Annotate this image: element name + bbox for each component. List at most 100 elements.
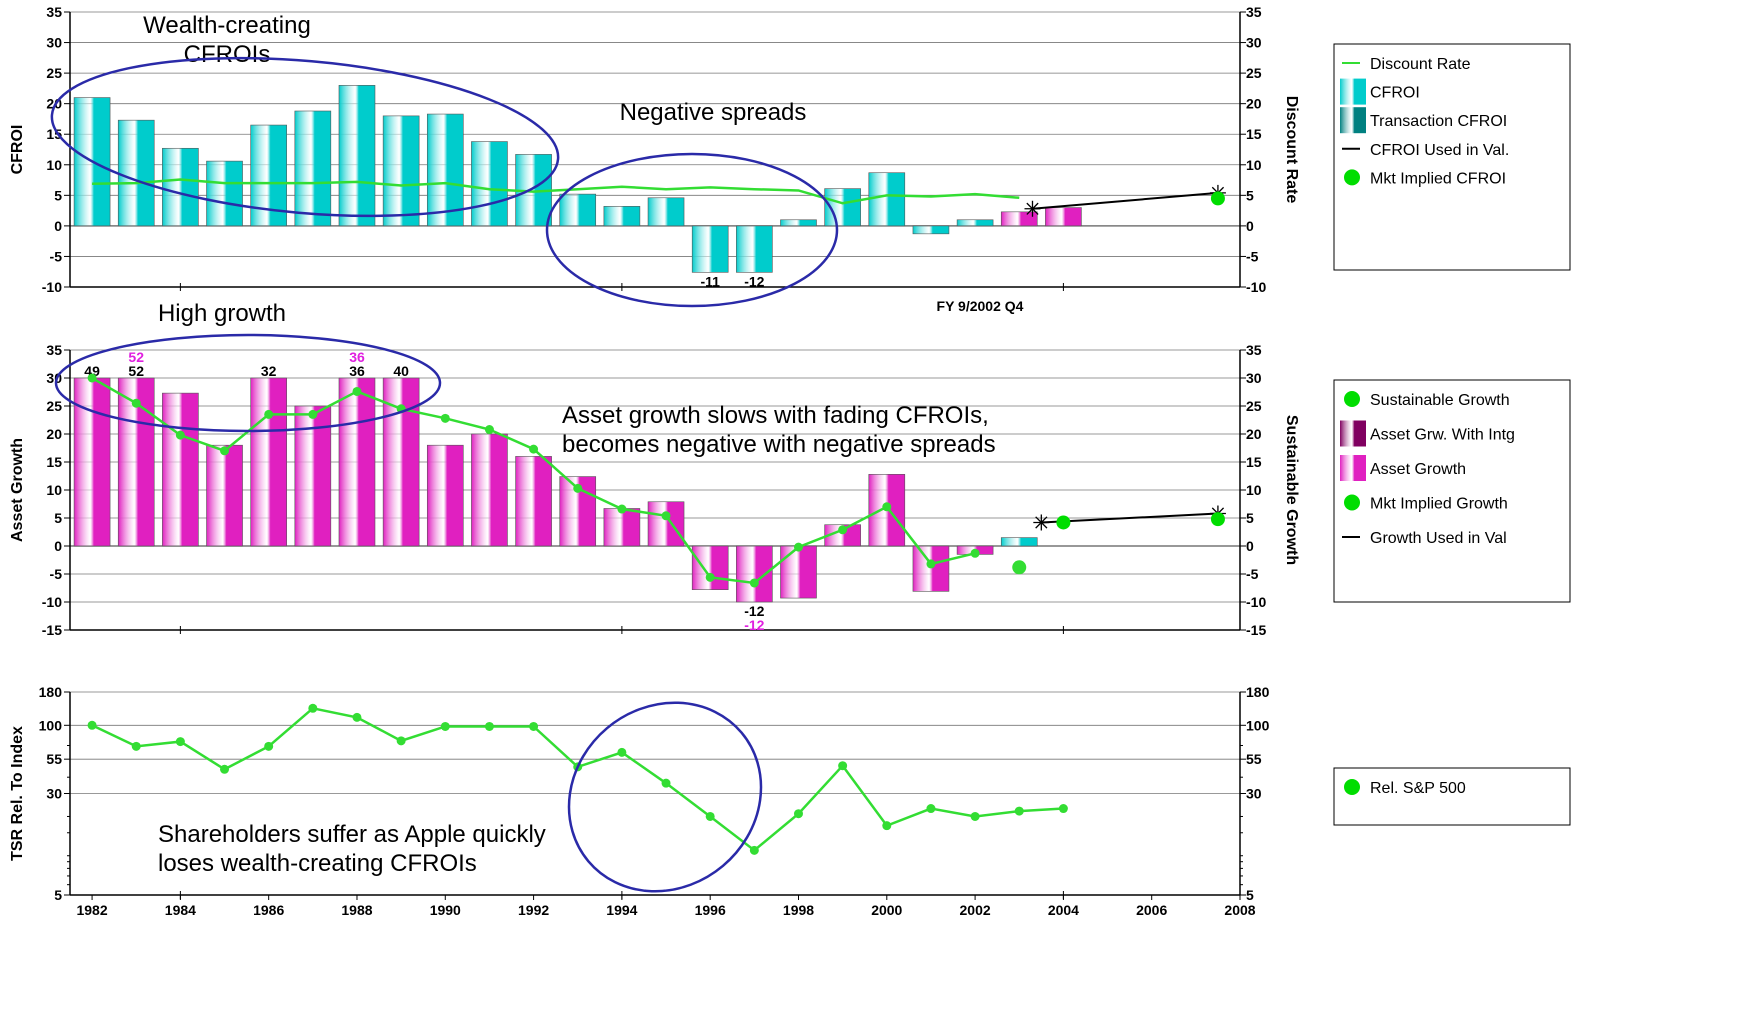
bar	[956, 219, 994, 227]
series-point	[308, 409, 318, 419]
series-point	[396, 736, 406, 746]
bar-data-label: 36	[349, 363, 365, 379]
y-tick-label: 0	[54, 218, 62, 234]
series-point	[661, 778, 671, 788]
y2-tick-label: 30	[1246, 370, 1262, 386]
bar	[206, 444, 243, 547]
series-point	[440, 721, 450, 731]
legend-swatch-bar	[1340, 420, 1366, 447]
series-point	[1210, 512, 1225, 527]
x-tick-label: 1992	[518, 902, 549, 918]
series-point	[131, 741, 141, 751]
bar	[471, 433, 508, 547]
y2-tick-label: 35	[1246, 4, 1262, 20]
x-tick-label: 2008	[1224, 902, 1255, 918]
legend-label: Mkt Implied Growth	[1370, 496, 1508, 513]
annotations: Wealth-creating CFROIs Negative spreads Hig…	[50, 12, 996, 893]
bar	[382, 115, 420, 227]
y-tick-label: 15	[46, 454, 62, 470]
y-tick-label: -5	[50, 566, 63, 582]
annotation-text: Asset growth slows with fading CFROIs, be…	[562, 402, 996, 458]
legend-label: Rel. S&P 500	[1370, 780, 1466, 797]
y-tick-label: 25	[46, 398, 62, 414]
bar	[1045, 207, 1082, 227]
bar-data-label: 40	[393, 363, 409, 379]
y2-tick-label: 25	[1246, 398, 1262, 414]
y-tick-label: 20	[46, 426, 62, 442]
series-point	[175, 737, 185, 747]
series-point	[484, 721, 494, 731]
x-tick-label: 1996	[695, 902, 726, 918]
series-point	[1058, 804, 1068, 814]
series-point	[1210, 191, 1225, 206]
highlight-ellipse	[567, 701, 763, 893]
series-line	[1032, 191, 1219, 210]
y2-tick-label: -5	[1246, 248, 1259, 264]
series-point	[175, 430, 185, 440]
series-point	[220, 446, 230, 456]
series-point	[749, 845, 759, 855]
series-point	[970, 548, 980, 558]
bar-data-label: 52	[128, 363, 144, 379]
bar-data-label: -12	[744, 273, 764, 289]
annotation-text: High growth	[158, 300, 286, 327]
legend-swatch-dot	[1344, 391, 1360, 407]
annotation-text: Wealth-creating CFROIs	[143, 12, 311, 68]
x-tick-label: 1982	[76, 902, 107, 918]
y-tick-label: 5	[54, 887, 62, 903]
legend-swatch-dot	[1344, 169, 1360, 186]
bar	[691, 225, 729, 273]
bar	[338, 377, 376, 547]
annotation-line: High growth	[158, 300, 286, 327]
y2-tick-label: 15	[1246, 126, 1262, 142]
series-point	[529, 721, 539, 731]
legend-label: Asset Growth	[1370, 461, 1466, 478]
legend-label: Sustainable Growth	[1370, 392, 1510, 409]
legend-label: Growth Used in Val	[1370, 530, 1507, 547]
annotation-line: Asset growth slows with fading CFROIs,	[562, 402, 989, 429]
y2-tick-label: -15	[1246, 622, 1266, 638]
series-point	[352, 712, 362, 722]
legend-swatch-bar	[1340, 78, 1366, 105]
series-point	[882, 821, 892, 831]
series-point	[440, 413, 450, 423]
bar	[603, 508, 641, 547]
bar	[294, 110, 332, 227]
series-point	[617, 504, 627, 514]
y-tick-label: 0	[54, 538, 62, 554]
legend-label: CFROI Used in Val.	[1370, 142, 1509, 159]
annotation-line: Shareholders suffer as Apple quickly	[158, 821, 546, 848]
x-tick-label: 1984	[165, 902, 196, 918]
y2-tick-label: 180	[1246, 684, 1270, 700]
bar	[73, 377, 111, 547]
y-tick-label: 25	[46, 65, 62, 81]
y2-tick-label: 30	[1246, 35, 1262, 51]
y-axis-title: CFROI	[9, 125, 26, 175]
y2-tick-label: 100	[1246, 717, 1270, 733]
x-tick-label: 2006	[1136, 902, 1167, 918]
x-tick-label: 2002	[960, 902, 991, 918]
bar-data-label-alt: -12	[744, 617, 764, 633]
star-stroke	[1035, 516, 1048, 529]
y-tick-label: 30	[46, 786, 62, 802]
y2-tick-label: 5	[1246, 887, 1254, 903]
bar	[162, 392, 199, 547]
bar-data-label: -12	[744, 603, 764, 619]
series-point	[838, 525, 848, 535]
y-tick-label: 35	[46, 4, 62, 20]
valuation-star-marker	[1024, 200, 1041, 217]
legend-box	[1333, 43, 1571, 271]
star-stroke	[1026, 202, 1039, 215]
series-point	[573, 483, 583, 493]
bar	[162, 147, 199, 227]
legend-swatch-bar	[1340, 455, 1366, 481]
bar	[603, 206, 641, 227]
legend-box	[1333, 767, 1571, 826]
y2-tick-label: 55	[1246, 751, 1262, 767]
series-point	[529, 444, 539, 454]
series-point	[749, 578, 759, 588]
y-tick-label: 5	[54, 187, 62, 203]
y2-tick-label: 15	[1246, 454, 1262, 470]
